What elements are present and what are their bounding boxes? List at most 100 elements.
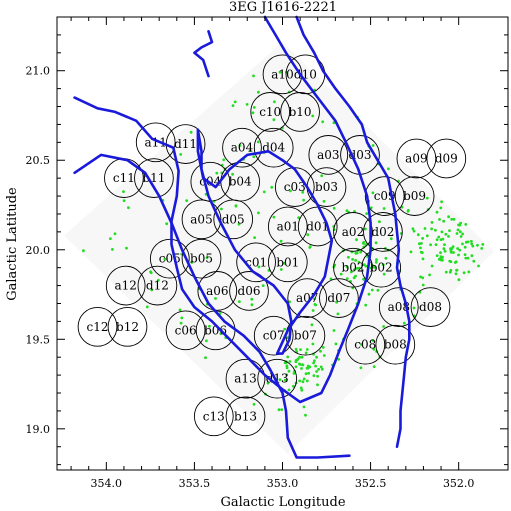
field-circle <box>267 242 308 283</box>
event-point <box>312 374 316 377</box>
event-point <box>453 261 457 264</box>
event-point <box>381 263 385 267</box>
event-point <box>352 276 356 280</box>
event-point <box>233 100 237 104</box>
event-point <box>470 242 474 246</box>
field-circle <box>287 278 328 318</box>
event-point <box>302 198 305 202</box>
event-point <box>365 212 369 216</box>
field-label: b06 <box>204 323 227 337</box>
event-point <box>257 90 260 94</box>
field-circle <box>262 54 303 95</box>
event-point <box>376 288 380 292</box>
event-point <box>443 243 446 247</box>
field-label: b08 <box>384 338 407 352</box>
field-label: d01 <box>306 220 329 234</box>
event-point <box>447 215 450 219</box>
event-point <box>419 250 423 254</box>
event-point <box>163 257 167 261</box>
event-point <box>450 217 454 221</box>
field-circle <box>181 238 222 279</box>
field-circle <box>375 324 416 365</box>
event-point <box>470 239 473 243</box>
event-point <box>455 268 458 272</box>
field-circle <box>319 278 359 318</box>
event-point <box>122 190 125 194</box>
event-point <box>179 153 183 156</box>
field-circle <box>149 238 190 279</box>
event-point <box>252 106 256 109</box>
event-point <box>278 70 282 74</box>
event-point <box>442 219 446 223</box>
field-circle <box>253 315 294 356</box>
event-point <box>245 103 249 106</box>
event-point <box>459 235 463 238</box>
event-point <box>248 149 252 153</box>
event-point <box>429 243 432 247</box>
x-tick-label: 353.5 <box>179 477 211 490</box>
field-circle <box>363 212 403 252</box>
event-point <box>447 235 450 238</box>
field-label: b05 <box>190 252 213 266</box>
event-point <box>428 273 431 277</box>
event-point <box>419 275 422 279</box>
event-point <box>280 408 284 411</box>
event-point <box>285 373 289 377</box>
event-point <box>319 365 323 369</box>
event-point <box>421 237 424 240</box>
event-point <box>320 174 324 178</box>
event-point <box>311 309 315 312</box>
field-label: d10 <box>294 67 317 81</box>
event-point <box>425 234 429 238</box>
field-label: b13 <box>234 409 257 423</box>
x-tick-label: 352.0 <box>443 477 475 490</box>
event-point <box>238 300 241 303</box>
field-circle <box>225 396 266 437</box>
field-label: b03 <box>315 180 338 194</box>
event-point <box>250 297 254 301</box>
field-label: a11 <box>144 135 166 149</box>
event-point <box>321 120 325 124</box>
event-point <box>435 210 439 214</box>
event-point <box>444 232 448 236</box>
event-point <box>418 242 421 246</box>
event-point <box>434 243 438 247</box>
event-point <box>304 351 308 355</box>
event-point <box>382 272 386 276</box>
event-point <box>402 321 406 325</box>
event-point <box>111 248 114 251</box>
event-point <box>421 276 425 280</box>
event-point <box>219 332 223 336</box>
contour-line <box>196 128 334 355</box>
event-point <box>421 257 425 261</box>
event-point <box>409 250 413 254</box>
field-label: c06 <box>175 323 197 337</box>
event-point <box>434 228 437 232</box>
field-circle <box>229 271 269 311</box>
event-point <box>298 362 301 366</box>
event-point <box>178 308 182 312</box>
event-point <box>313 359 316 363</box>
event-point <box>304 372 308 376</box>
event-point <box>364 303 368 307</box>
event-point <box>357 266 361 270</box>
field-circle <box>165 310 206 351</box>
event-point <box>372 365 376 368</box>
event-point <box>300 355 304 359</box>
field-circle <box>394 176 435 216</box>
field-circle <box>77 306 118 347</box>
event-point <box>289 189 292 193</box>
event-point <box>126 206 130 210</box>
event-point <box>294 347 298 351</box>
event-point <box>480 247 484 250</box>
event-point <box>448 229 451 233</box>
event-point <box>441 255 444 259</box>
event-point <box>185 199 189 203</box>
event-point <box>382 325 385 328</box>
event-point <box>375 258 378 262</box>
event-point <box>311 342 315 346</box>
event-point <box>288 300 291 304</box>
contour-line <box>73 153 351 459</box>
x-tick-label: 353.0 <box>267 477 299 490</box>
